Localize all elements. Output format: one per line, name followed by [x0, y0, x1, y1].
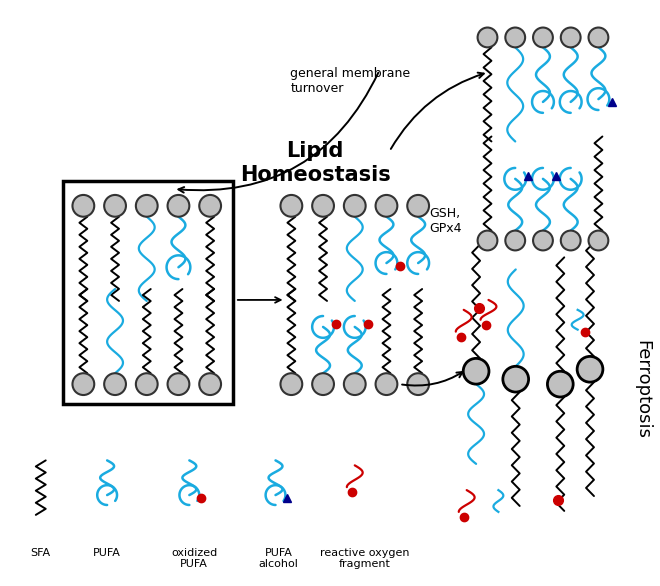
Circle shape — [199, 373, 221, 395]
Circle shape — [104, 373, 126, 395]
Circle shape — [312, 195, 334, 217]
Circle shape — [168, 195, 189, 217]
Circle shape — [104, 195, 126, 217]
Circle shape — [136, 195, 158, 217]
Text: reactive oxygen
fragment: reactive oxygen fragment — [320, 547, 409, 569]
Circle shape — [168, 373, 189, 395]
Circle shape — [344, 195, 366, 217]
Circle shape — [136, 373, 158, 395]
Text: GSH,
GPx4: GSH, GPx4 — [429, 207, 461, 234]
Circle shape — [407, 373, 429, 395]
Circle shape — [407, 195, 429, 217]
Circle shape — [589, 28, 609, 47]
Circle shape — [280, 373, 302, 395]
Text: SFA: SFA — [31, 547, 51, 557]
Text: Ferroptosis: Ferroptosis — [633, 339, 651, 438]
Circle shape — [533, 231, 553, 250]
Circle shape — [577, 356, 603, 382]
Circle shape — [478, 28, 498, 47]
Circle shape — [561, 28, 581, 47]
Text: Lipid
Homeostasis: Lipid Homeostasis — [240, 141, 391, 185]
Circle shape — [561, 231, 581, 250]
Circle shape — [344, 373, 366, 395]
Circle shape — [376, 373, 397, 395]
Circle shape — [506, 231, 525, 250]
Circle shape — [312, 373, 334, 395]
Circle shape — [589, 231, 609, 250]
Circle shape — [547, 372, 573, 397]
Text: general membrane
turnover: general membrane turnover — [290, 67, 411, 95]
Circle shape — [463, 359, 489, 384]
Circle shape — [533, 28, 553, 47]
Bar — [63, 181, 233, 404]
Circle shape — [478, 231, 498, 250]
Circle shape — [376, 195, 397, 217]
Circle shape — [280, 195, 302, 217]
Text: PUFA: PUFA — [93, 547, 121, 557]
Circle shape — [506, 28, 525, 47]
Circle shape — [199, 195, 221, 217]
Text: PUFA
alcohol: PUFA alcohol — [259, 547, 298, 569]
Circle shape — [73, 373, 94, 395]
Circle shape — [503, 366, 529, 392]
Circle shape — [73, 195, 94, 217]
Text: oxidized
PUFA: oxidized PUFA — [171, 547, 217, 569]
